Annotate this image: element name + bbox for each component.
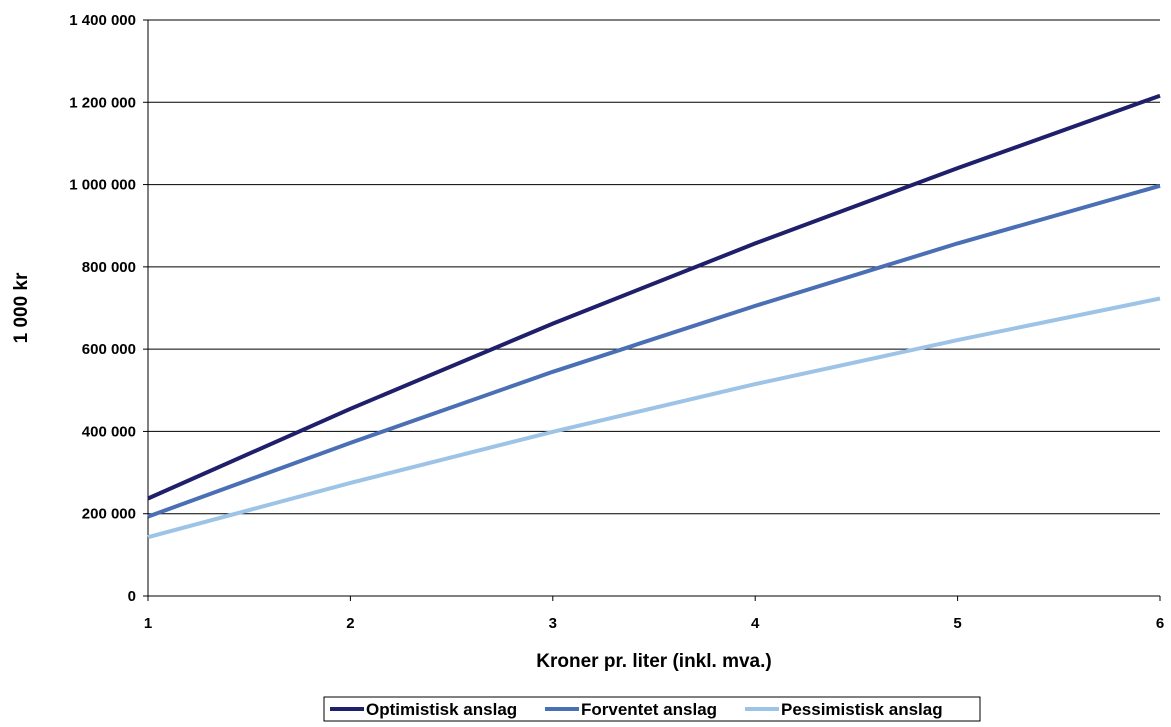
y-tick-label: 1 000 000 (69, 177, 136, 194)
y-tick-label: 1 400 000 (69, 12, 136, 29)
x-tick-label: 4 (751, 615, 760, 632)
x-tick-label: 6 (1156, 615, 1164, 632)
legend-label: Pessimistisk anslag (781, 700, 943, 719)
series-line (147, 93, 1161, 501)
gridlines (143, 19, 1161, 601)
y-tick-label: 800 000 (82, 259, 136, 276)
legend-label: Forventet anslag (581, 700, 717, 719)
legend-box (323, 696, 981, 722)
axes (147, 20, 1160, 597)
y-tick-label: 400 000 (82, 423, 136, 440)
legend-label: Optimistisk anslag (366, 700, 517, 719)
x-tick-label: 3 (549, 615, 557, 632)
x-tick-labels: 1 2 3 4 5 6 (144, 615, 1164, 632)
x-tick-label: 1 (144, 615, 152, 632)
legend: Optimistisk anslag Forventet anslag Pessim… (323, 696, 981, 722)
x-axis-title: Kroner pr. liter (inkl. mva.) (536, 651, 771, 672)
y-tick-label: 200 000 (82, 506, 136, 523)
series-lines (147, 93, 1161, 540)
series-line (147, 183, 1161, 519)
x-tick-label: 5 (953, 615, 961, 632)
y-axis-title: 1 000 kr (11, 272, 32, 343)
y-tick-label: 600 000 (82, 341, 136, 358)
y-tick-label: 1 200 000 (69, 94, 136, 111)
x-tick-label: 2 (346, 615, 354, 632)
y-tick-label: 0 (128, 588, 136, 605)
series-line (147, 296, 1161, 540)
y-tick-labels: 0 200 000 400 000 600 000 800 000 1 000 000 1 … (69, 12, 136, 605)
